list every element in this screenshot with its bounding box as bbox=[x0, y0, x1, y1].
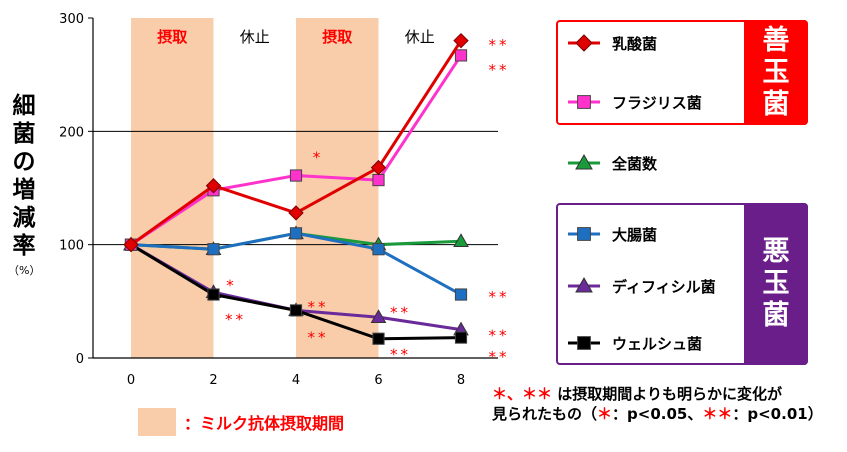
y-axis-unit: （%） bbox=[8, 264, 41, 277]
significance-note-line1: ＊、＊＊ は摂取期間よりも明らかに変化が bbox=[492, 384, 823, 404]
data-point bbox=[289, 304, 303, 317]
label-char: 菌 bbox=[762, 300, 790, 331]
legend-label-ecoli: 大腸菌 bbox=[612, 226, 658, 244]
label-char: 率 bbox=[12, 233, 36, 259]
bad-bacteria-label: 悪玉菌 bbox=[763, 236, 790, 332]
y-tick-label: 200 bbox=[59, 125, 84, 140]
data-point bbox=[453, 233, 469, 248]
significance-mark: * bbox=[313, 148, 324, 166]
y-axis-label-text: 細菌の増減率 bbox=[8, 92, 40, 260]
x-tick-label: 2 bbox=[209, 373, 217, 388]
significance-mark: ** bbox=[489, 348, 510, 366]
label-char: 菌 bbox=[762, 88, 790, 120]
x-tick-label: 0 bbox=[127, 373, 135, 388]
good-bacteria-band: 善玉菌 bbox=[744, 20, 808, 125]
significance-mark: * bbox=[226, 276, 237, 294]
significance-mark: ** bbox=[489, 288, 510, 306]
intake-period-band bbox=[296, 18, 379, 358]
intake-period-key: ：ミルク抗体摂取期間 bbox=[138, 408, 344, 436]
data-point bbox=[454, 288, 468, 301]
significance-note: ＊、＊＊ は摂取期間よりも明らかに変化が 見られたもの（＊：p<0.05、＊＊：… bbox=[492, 384, 823, 424]
good-bacteria-label: 善玉菌 bbox=[763, 25, 790, 121]
note-line2-b: ：p<0.05、 bbox=[612, 405, 703, 423]
period-label: 休止 bbox=[405, 28, 435, 46]
data-point bbox=[205, 178, 222, 194]
significance-mark: ** bbox=[390, 346, 411, 364]
data-point bbox=[288, 205, 304, 221]
period-label: 摂取 bbox=[322, 28, 353, 46]
intake-period-band bbox=[131, 18, 214, 358]
label-char: 減 bbox=[12, 205, 36, 231]
significance-mark: ** bbox=[489, 61, 510, 79]
y-axis-label: 細菌の増減率 （%） bbox=[8, 92, 40, 278]
x-tick-label: 8 bbox=[457, 373, 465, 388]
data-point bbox=[454, 49, 468, 62]
label-char: 悪 bbox=[762, 236, 790, 267]
significance-mark: ** bbox=[308, 329, 329, 347]
period-label: 摂取 bbox=[157, 28, 188, 46]
data-point bbox=[454, 331, 468, 344]
legend-good-bacteria: 善玉菌 bbox=[556, 20, 808, 125]
label-char: 玉 bbox=[762, 268, 790, 299]
data-point bbox=[207, 288, 220, 301]
significance-note-line2: 見られたもの（＊：p<0.05、＊＊：p<0.01） bbox=[492, 404, 823, 424]
note-mark-double: ＊＊ bbox=[702, 405, 733, 423]
data-point bbox=[123, 236, 139, 253]
legend-bad-bacteria: 悪玉菌 bbox=[556, 203, 808, 365]
data-point bbox=[370, 309, 387, 323]
legend-marker bbox=[575, 153, 593, 170]
legend-marker bbox=[577, 95, 591, 109]
data-point bbox=[372, 173, 385, 187]
data-point bbox=[289, 169, 303, 182]
intake-key-label: ：ミルク抗体摂取期間 bbox=[184, 414, 345, 433]
significance-mark: ** bbox=[390, 304, 411, 322]
legend-marker bbox=[577, 227, 591, 241]
legend-label-welchii: ウェルシュ菌 bbox=[612, 335, 703, 353]
legend-marker bbox=[575, 34, 593, 52]
legend-label-fragilis: フラジリス菌 bbox=[612, 94, 702, 112]
significance-mark: ** bbox=[225, 310, 246, 328]
data-point bbox=[372, 332, 385, 345]
period-label: 休止 bbox=[240, 28, 270, 46]
legend-label-difficile: ディフィシル菌 bbox=[612, 278, 716, 296]
label-char: 玉 bbox=[762, 56, 790, 88]
intake-swatch bbox=[138, 408, 176, 436]
label-char: 善 bbox=[762, 24, 790, 56]
legend-marker bbox=[575, 276, 593, 293]
label-char: 細 bbox=[12, 93, 36, 119]
data-point bbox=[370, 159, 387, 176]
significance-mark: ** bbox=[308, 298, 329, 316]
data-point bbox=[289, 227, 303, 240]
y-tick-label: 100 bbox=[59, 239, 84, 254]
x-tick-label: 6 bbox=[374, 373, 382, 388]
x-tick-label: 4 bbox=[292, 373, 300, 388]
data-point bbox=[453, 32, 469, 49]
data-point bbox=[207, 243, 220, 256]
y-tick-label: 0 bbox=[76, 352, 84, 367]
bad-bacteria-band: 悪玉菌 bbox=[744, 203, 808, 365]
note-marks: ＊、＊＊ bbox=[492, 385, 553, 403]
significance-mark: ** bbox=[489, 36, 510, 54]
data-point bbox=[372, 243, 385, 256]
legend-marker bbox=[577, 336, 591, 350]
note-mark-single: ＊ bbox=[597, 405, 613, 423]
note-line2-a: 見られたもの（ bbox=[492, 405, 598, 423]
legend-label-total: 全菌数 bbox=[612, 155, 658, 173]
label-char: 菌 bbox=[12, 121, 36, 147]
label-char: 増 bbox=[12, 177, 36, 203]
note-line1-text: は摂取期間よりも明らかに変化が bbox=[557, 385, 782, 403]
legend-label-lactic: 乳酸菌 bbox=[612, 35, 658, 53]
significance-mark: ** bbox=[489, 326, 510, 344]
note-line2-c: ：p<0.01） bbox=[732, 405, 823, 423]
label-char: の bbox=[12, 149, 36, 175]
y-tick-label: 300 bbox=[59, 12, 84, 27]
